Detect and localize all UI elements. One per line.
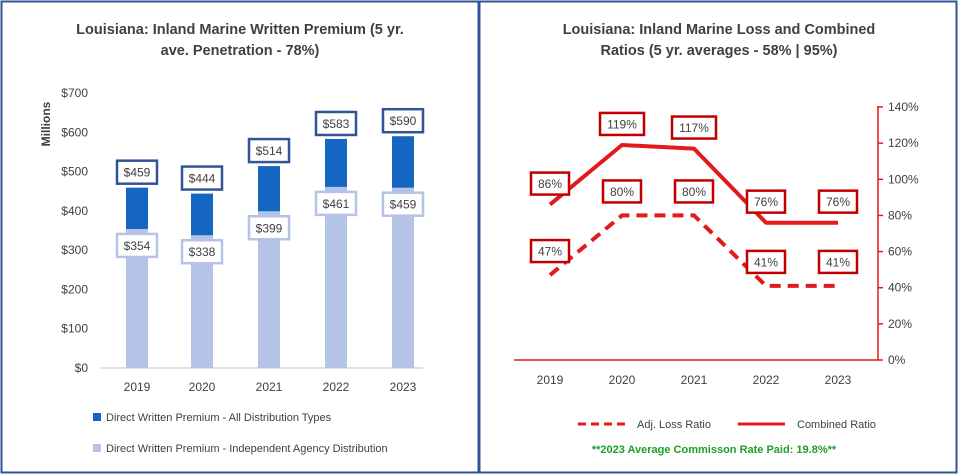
legend-label-independent-agency: Direct Written Premium - Independent Age…: [106, 443, 388, 455]
ratio-x-ticks: 2019 2020 2021 2022 2023: [537, 373, 852, 387]
bar-label-independent-agency-2020: $338: [189, 245, 216, 259]
bar-label-box-all-distribution-2021: [247, 137, 291, 164]
bar-label-independent-agency-2021: $399: [256, 221, 283, 235]
bar-label-box-independent-agency-2020: [180, 238, 224, 265]
data-label-combined-ratio-2023: 76%: [826, 195, 850, 209]
premium-y-tick-label: $200: [61, 282, 88, 296]
premium-bars: $459 $354 $444 $338 $514 $399 $583 $461 $590 $459: [115, 107, 425, 368]
data-label-box-combined-ratio-2019: [529, 171, 571, 196]
legend-swatch-all-distribution: [93, 413, 101, 421]
bar-label-all-distribution-2021: $514: [256, 144, 283, 158]
data-label-box-adj-loss-ratio-2019: [529, 238, 571, 264]
bar-label-box-independent-agency-2022: [314, 190, 358, 217]
legend-swatch-independent-agency: [93, 444, 101, 452]
data-label-adj-loss-ratio-2020: 80%: [610, 185, 634, 199]
data-label-box-combined-ratio-2023: [817, 189, 859, 214]
premium-x-tick-2023: 2023: [390, 380, 417, 394]
bar-label-box-independent-agency-2019: [115, 232, 159, 259]
legend-label-adj-loss-ratio: Adj. Loss Ratio: [637, 419, 711, 431]
bar-label-box-independent-agency-2023: [381, 191, 425, 217]
legend-label-combined-ratio: Combined Ratio: [797, 419, 876, 431]
data-label-adj-loss-ratio-2021: 80%: [682, 185, 706, 199]
premium-y-axis-label: Millions: [39, 101, 53, 146]
premium-chart-title-line-2: ave. Penetration - 78%): [161, 43, 320, 59]
bar-label-box-all-distribution-2023: [381, 107, 425, 134]
bar-independent-agency-2023: [392, 187, 414, 368]
ratio-x-tick-2021: 2021: [681, 373, 708, 387]
data-label-combined-ratio-2019: 86%: [538, 177, 562, 191]
data-label-box-adj-loss-ratio-2022: [745, 249, 787, 275]
premium-legend: Direct Written Premium - All Distributio…: [93, 412, 388, 455]
bar-label-all-distribution-2019: $459: [124, 166, 151, 180]
premium-chart-panel: Louisiana: Inland Marine Written Premium…: [0, 0, 480, 474]
data-label-box-adj-loss-ratio-2021: [673, 179, 715, 204]
premium-y-tick-label: $500: [61, 165, 88, 179]
ratio-y-tick-label: 80%: [888, 208, 912, 222]
ratio-y-tick-label: 60%: [888, 245, 912, 259]
premium-y-tick-label: $0: [75, 361, 89, 375]
ratio-x-tick-2020: 2020: [609, 373, 636, 387]
premium-y-tick-label: $600: [61, 125, 88, 139]
premium-x-tick-2021: 2021: [256, 380, 283, 394]
ratio-y-tick-label: 100%: [888, 172, 919, 186]
bar-independent-agency-2022: [325, 186, 347, 368]
ratio-x-tick-2019: 2019: [537, 373, 564, 387]
ratio-y-tick-label: 0%: [888, 353, 906, 367]
legend-label-all-distribution: Direct Written Premium - All Distributio…: [106, 412, 332, 424]
bar-label-all-distribution-2022: $583: [323, 117, 350, 131]
data-label-box-adj-loss-ratio-2020: [601, 179, 643, 204]
premium-y-ticks: $0 $100 $200 $300 $400 $500 $600 $700: [61, 86, 88, 375]
bar-independent-agency-2021: [258, 211, 280, 368]
bar-label-box-all-distribution-2020: [180, 165, 224, 191]
ratio-chart-frame: [478, 0, 958, 474]
bar-label-box-all-distribution-2019: [115, 159, 159, 185]
ratio-data-labels: 86% 119% 117% 76% 76% 47% 80% 80% 41% 41%: [529, 111, 859, 275]
bar-label-independent-agency-2019: $354: [124, 239, 151, 253]
bar-label-independent-agency-2022: $461: [323, 197, 350, 211]
ratio-y-ticks: 0% 20% 40% 60% 80% 100% 120% 140%: [878, 100, 919, 367]
ratio-legend: Adj. Loss Ratio Combined Ratio: [578, 419, 876, 431]
data-label-adj-loss-ratio-2022: 41%: [754, 255, 778, 269]
bar-independent-agency-2020: [191, 235, 213, 368]
ratio-y-tick-label: 20%: [888, 317, 912, 331]
premium-y-tick-label: $300: [61, 243, 88, 257]
data-label-combined-ratio-2020: 119%: [607, 117, 637, 131]
ratio-x-tick-2022: 2022: [753, 373, 780, 387]
ratio-chart-title-line-1: Louisiana: Inland Marine Loss and Combin…: [563, 22, 876, 38]
data-label-box-combined-ratio-2021: [670, 115, 718, 140]
data-label-combined-ratio-2022: 76%: [754, 195, 778, 209]
bar-label-box-all-distribution-2022: [314, 110, 358, 137]
ratio-y-tick-label: 120%: [888, 136, 919, 150]
data-label-combined-ratio-2021: 117%: [679, 121, 709, 135]
premium-y-tick-label: $100: [61, 322, 88, 336]
ratio-y-tick-label: 140%: [888, 100, 919, 114]
bar-label-box-independent-agency-2021: [247, 215, 291, 241]
bar-label-independent-agency-2023: $459: [390, 198, 417, 212]
bar-independent-agency-2019: [126, 228, 148, 368]
line-adj-loss-ratio: [548, 213, 838, 288]
premium-x-ticks: 2019 2020 2021 2022 2023: [124, 380, 417, 394]
premium-y-tick-label: $400: [61, 204, 88, 218]
premium-chart-title-line-1: Louisiana: Inland Marine Written Premium…: [76, 22, 404, 38]
commission-rate-footnote: **2023 Average Commisson Rate Paid: 19.8…: [592, 444, 837, 456]
ratio-chart-title-line-2: Ratios (5 yr. averages - 58% | 95%): [601, 43, 838, 59]
data-label-adj-loss-ratio-2019: 47%: [538, 245, 562, 259]
data-label-box-combined-ratio-2020: [598, 111, 646, 137]
data-label-box-combined-ratio-2022: [745, 189, 787, 214]
bar-label-all-distribution-2023: $590: [390, 114, 417, 128]
data-label-adj-loss-ratio-2023: 41%: [826, 255, 850, 269]
premium-y-tick-label: $700: [61, 86, 88, 100]
premium-x-tick-2019: 2019: [124, 380, 151, 394]
premium-x-tick-2020: 2020: [189, 380, 216, 394]
ratio-x-tick-2023: 2023: [825, 373, 852, 387]
bar-label-all-distribution-2020: $444: [189, 172, 216, 186]
data-label-box-adj-loss-ratio-2023: [817, 249, 859, 275]
line-combined-ratio: [548, 143, 838, 225]
premium-x-tick-2022: 2022: [323, 380, 350, 394]
ratio-chart-panel: Louisiana: Inland Marine Loss and Combin…: [478, 0, 958, 474]
ratio-y-tick-label: 40%: [888, 281, 912, 295]
ratio-lines: [548, 143, 838, 288]
